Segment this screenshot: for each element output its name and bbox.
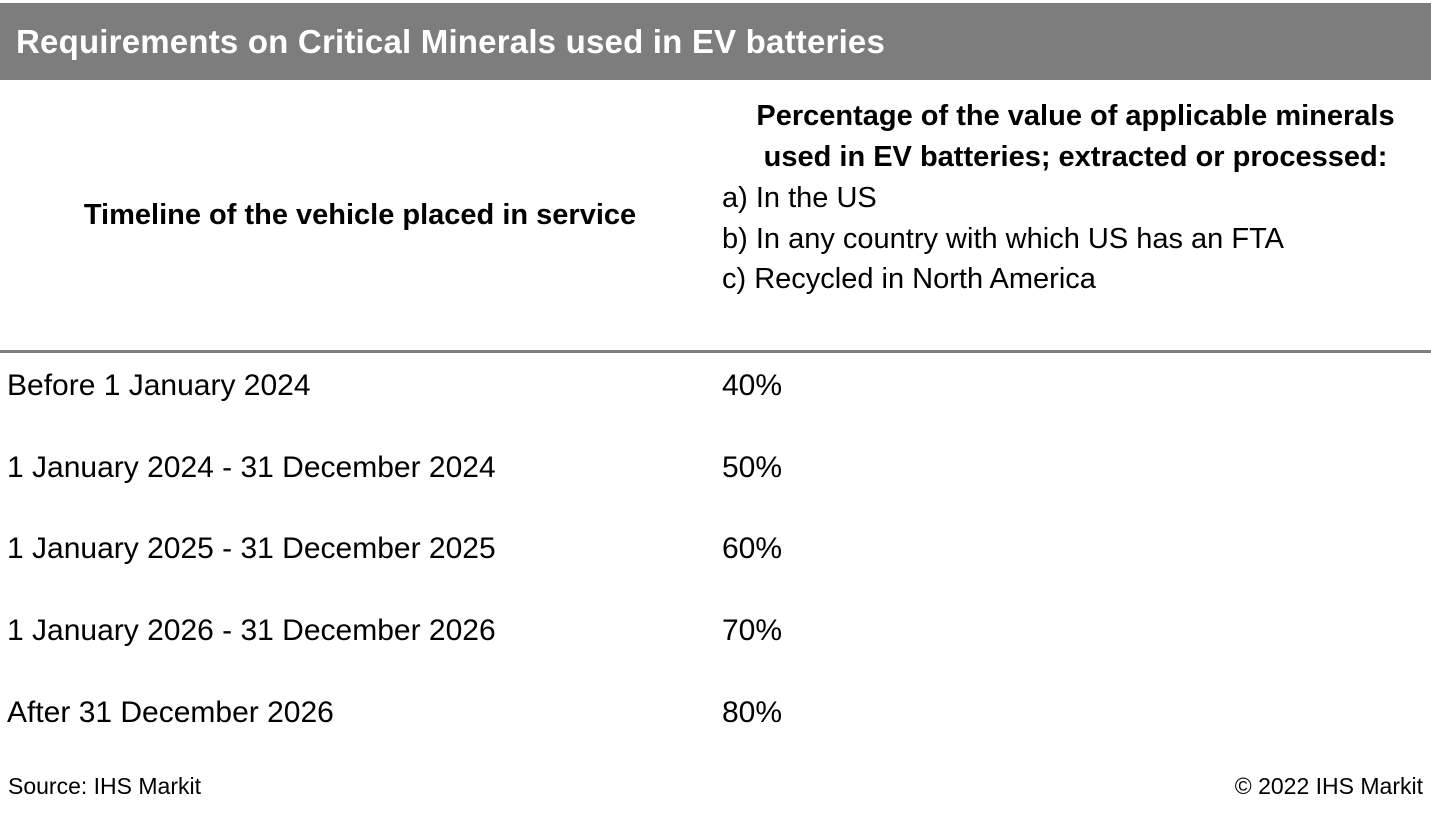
column-header-percentage-main: Percentage of the value of applicable mi… [756,100,1395,173]
page-title: Requirements on Critical Minerals used i… [16,22,886,60]
table-header-row: Timeline of the vehicle placed in servic… [0,80,1431,351]
copyright-text: © 2022 IHS Markit [1234,773,1423,799]
header-divider-line [0,350,1431,353]
header-item-a: a) In the US [722,182,877,214]
table-row: After 31 December 2026 80% [0,672,1431,754]
percentage-cell: 70% [722,614,783,648]
table-body: Before 1 January 2024 40% 1 January 2024… [0,345,1431,754]
timeline-cell: 1 January 2025 - 31 December 2025 [7,532,496,566]
timeline-cell: 1 January 2026 - 31 December 2026 [7,614,496,648]
header-item-c: c) Recycled in North America [722,263,1096,295]
table-row: Before 1 January 2024 40% [0,345,1431,427]
percentage-cell: 40% [722,368,783,402]
timeline-cell: Before 1 January 2024 [7,368,311,402]
percentage-cell: 60% [722,532,783,566]
footer: Source: IHS Markit © 2022 IHS Markit [0,770,1431,802]
header-item-b: b) In any country with which US has an F… [722,222,1284,255]
table-row: 1 January 2026 - 31 December 2026 70% [0,590,1431,672]
timeline-cell: 1 January 2024 - 31 December 2024 [7,450,496,484]
timeline-cell: After 31 December 2026 [7,696,334,730]
table-row: 1 January 2025 - 31 December 2025 60% [0,509,1431,591]
column-header-percentage-items: a) In the US b) In any country with whic… [720,178,1431,300]
column-header-percentage: Percentage of the value of applicable mi… [720,80,1431,351]
column-header-timeline: Timeline of the vehicle placed in servic… [83,199,637,231]
percentage-cell: 80% [722,696,783,730]
title-bar: Requirements on Critical Minerals used i… [0,3,1431,80]
percentage-cell: 50% [722,450,783,484]
source-text: Source: IHS Markit [8,773,201,799]
table-row: 1 January 2024 - 31 December 2024 50% [0,427,1431,509]
